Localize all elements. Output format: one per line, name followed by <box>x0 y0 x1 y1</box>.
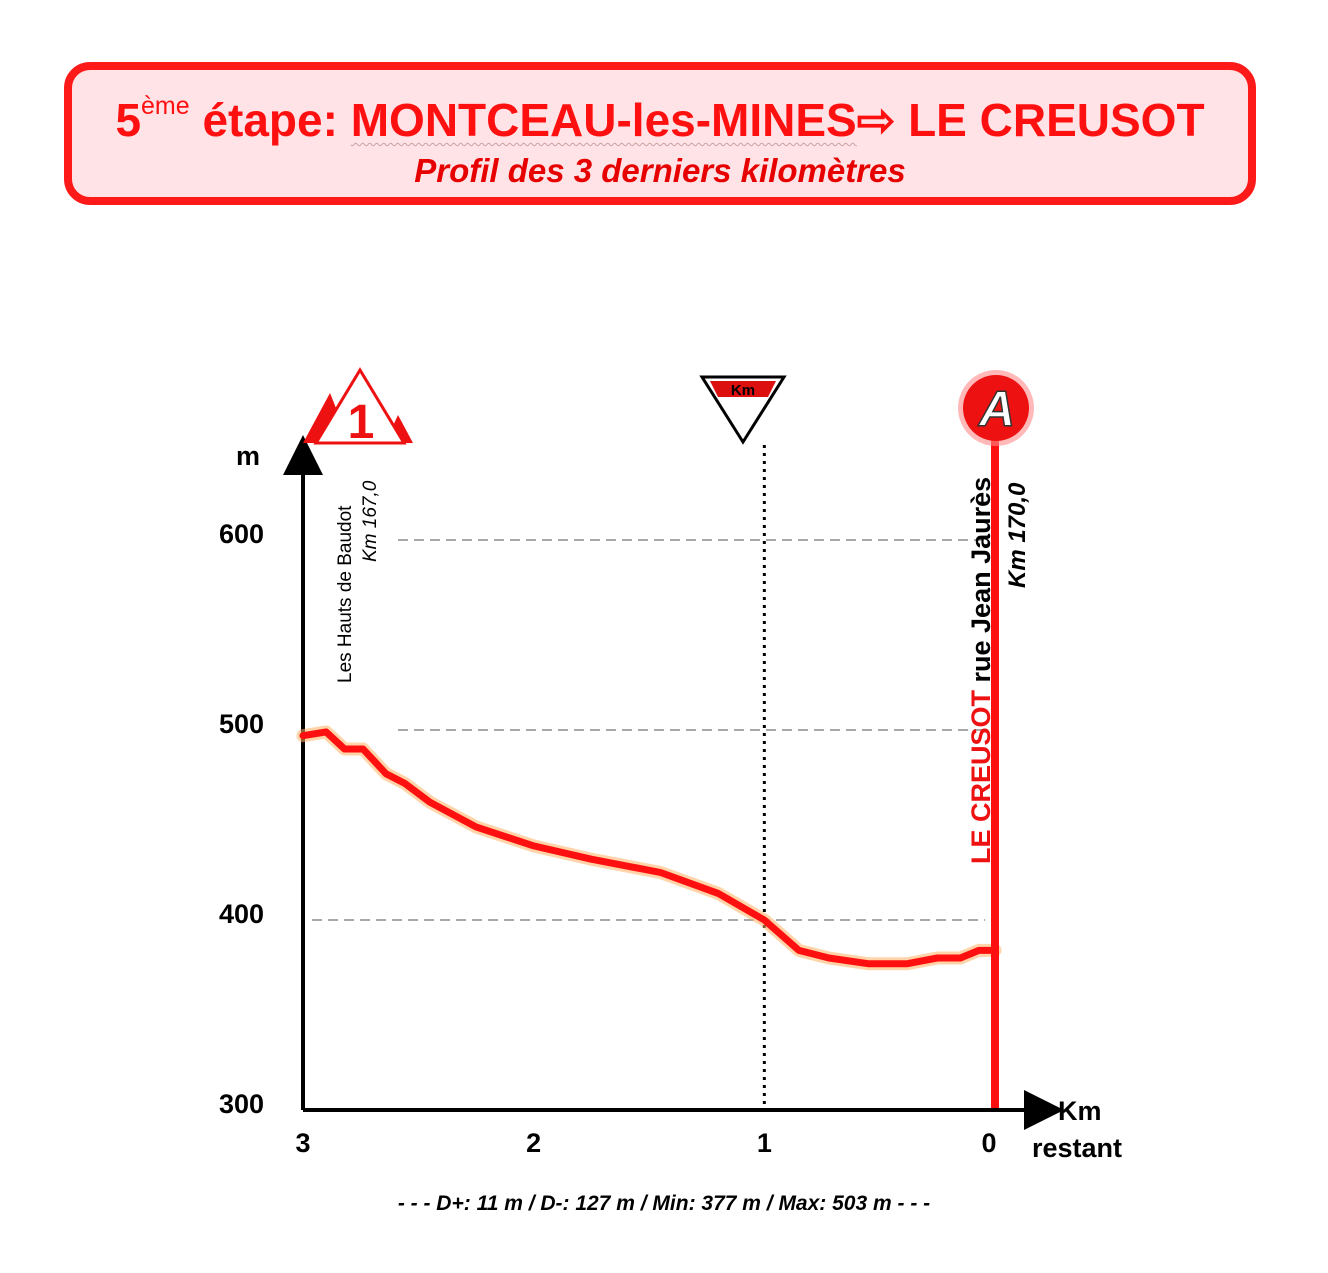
stage-statistics: - - - D+: 11 m / D-: 127 m / Min: 377 m … <box>397 1192 931 1215</box>
profile-point <box>906 963 908 965</box>
profile-point <box>660 872 662 873</box>
finish-street-label: rue Jean Jaurès <box>966 477 996 690</box>
mountain-center-icon <box>313 367 407 445</box>
stage-suffix: ème <box>141 92 190 120</box>
profile-point <box>798 949 800 951</box>
stage-word: étape: <box>189 94 351 146</box>
finish-km-label: Km 170,0 <box>1004 482 1031 588</box>
x-axis-unit: Km <box>1058 1096 1102 1126</box>
profile-point <box>302 735 304 737</box>
x-tick-label: 3 <box>295 1128 310 1158</box>
profile-glow <box>296 725 1002 971</box>
tick-labels: 300 400 500 600 3 2 1 0 m Km restant <box>219 441 1122 1163</box>
y-tick-label: 300 <box>219 1089 264 1119</box>
flamme-rouge-icon: Km <box>699 375 787 445</box>
x-tick-label: 2 <box>526 1128 541 1158</box>
stage-title-box: 5ème étape: MONTCEAU-les-MINES⇨ LE CREUS… <box>64 62 1256 205</box>
climb-km-label: Km 167,0 <box>360 480 381 562</box>
flamme-rouge-band <box>710 381 776 397</box>
x-axis-unit-line2: restant <box>1032 1133 1122 1163</box>
profile-point <box>867 963 869 965</box>
profile-point <box>763 919 765 921</box>
profile-point <box>936 957 938 959</box>
stage-title: 5ème étape: MONTCEAU-les-MINES⇨ LE CREUS… <box>72 92 1248 147</box>
x-tick-label: 1 <box>757 1128 772 1158</box>
finish-badge-letter: A <box>977 381 1015 437</box>
flamme-rouge-label: Km <box>731 382 755 399</box>
profile-series <box>296 725 1002 971</box>
finish-town: LE CREUSOT <box>895 94 1205 146</box>
finish-badge-circle <box>963 375 1029 441</box>
profile-point <box>828 957 830 959</box>
profile-point <box>533 845 535 847</box>
profile-point <box>362 748 364 750</box>
arrow-icon: ⇨ <box>856 94 896 146</box>
start-town: MONTCEAU-les-MINES <box>350 94 857 146</box>
profile-point <box>429 801 431 803</box>
finish-town-label: LE CREUSOT <box>966 689 996 864</box>
climb-category-number: 1 <box>348 396 375 449</box>
gridlines <box>312 539 985 921</box>
profile-point <box>978 949 980 951</box>
annotation-labels: Les Hauts de Baudot Km 167,0 LE CREUSOT ru… <box>335 477 1031 864</box>
climb-category-icon: 1 <box>303 367 413 449</box>
profile-point <box>344 748 346 750</box>
climb-name-label: Les Hauts de Baudot <box>335 505 356 683</box>
profile-point <box>403 782 405 784</box>
profile-point <box>325 731 327 733</box>
finish-location-label: LE CREUSOT rue Jean Jaurès <box>966 477 996 864</box>
profile-point <box>475 826 477 828</box>
y-tick-label: 500 <box>219 709 264 739</box>
profile-point <box>590 858 592 860</box>
x-tick-label: 0 <box>981 1128 996 1158</box>
finish-badge-icon: A <box>958 370 1034 446</box>
y-tick-label: 400 <box>219 899 264 929</box>
profile-point <box>959 957 961 959</box>
profile-point <box>717 892 719 894</box>
profile-point <box>385 773 387 775</box>
stage-number: 5 <box>115 94 142 146</box>
stage-subtitle: Profil des 3 derniers kilomètres <box>414 152 906 189</box>
y-tick-label: 600 <box>219 519 264 549</box>
axes <box>283 435 1064 1130</box>
y-axis-unit: m <box>236 441 260 471</box>
profile-line <box>299 728 999 968</box>
markers: 1 Km A <box>303 367 1034 449</box>
